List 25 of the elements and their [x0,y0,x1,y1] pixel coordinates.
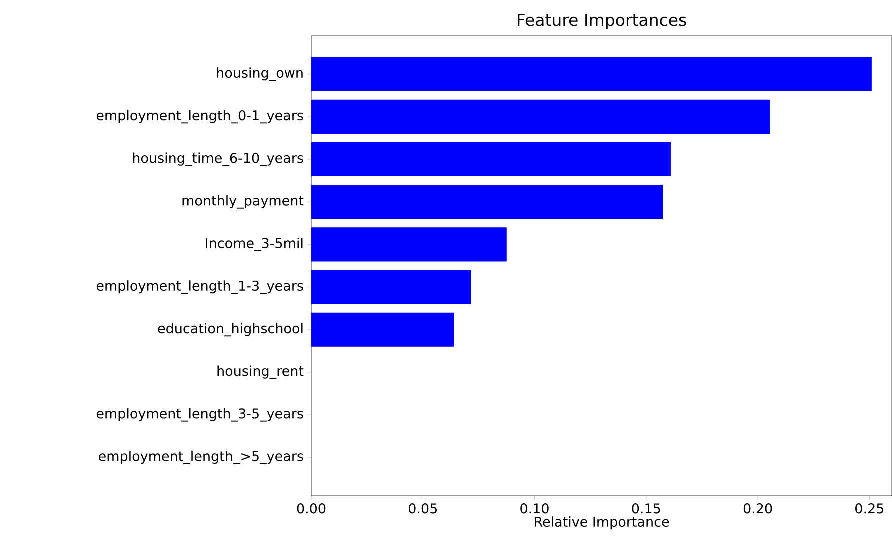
bar [312,228,507,262]
bar [312,270,472,304]
x-tick-label: 0.05 [409,504,437,514]
x-tick-label: 0.25 [856,504,884,514]
bar [312,142,671,177]
x-tick-label: 0.10 [520,504,549,514]
y-tick-label: education_highschool [158,323,303,337]
bar [312,185,664,220]
x-axis-title: Relative Importance [535,516,670,530]
bar [312,312,454,347]
y-tick-label: Income_3-5mil [206,238,303,252]
bar [312,100,770,134]
x-tick-label: 0.15 [632,504,660,514]
y-tick-label: housing_time_6-10_years [133,152,304,166]
y-tick-label: housing_own [217,68,303,82]
chart-title: Feature Importances [518,14,686,30]
bar [312,57,872,92]
y-tick-label: employment_length_3-5_years [96,408,304,422]
y-tick-label: employment_length_0-1_years [96,110,304,124]
y-tick-label: employment_length_1-3_years [96,280,304,294]
y-tick-label: housing_rent [218,366,304,380]
y-tick-label: monthly_payment [182,195,304,209]
y-tick-label: employment_length_>5_years [99,450,304,464]
x-tick-label: 0.20 [744,504,772,514]
x-tick-label: 0.00 [297,504,326,514]
